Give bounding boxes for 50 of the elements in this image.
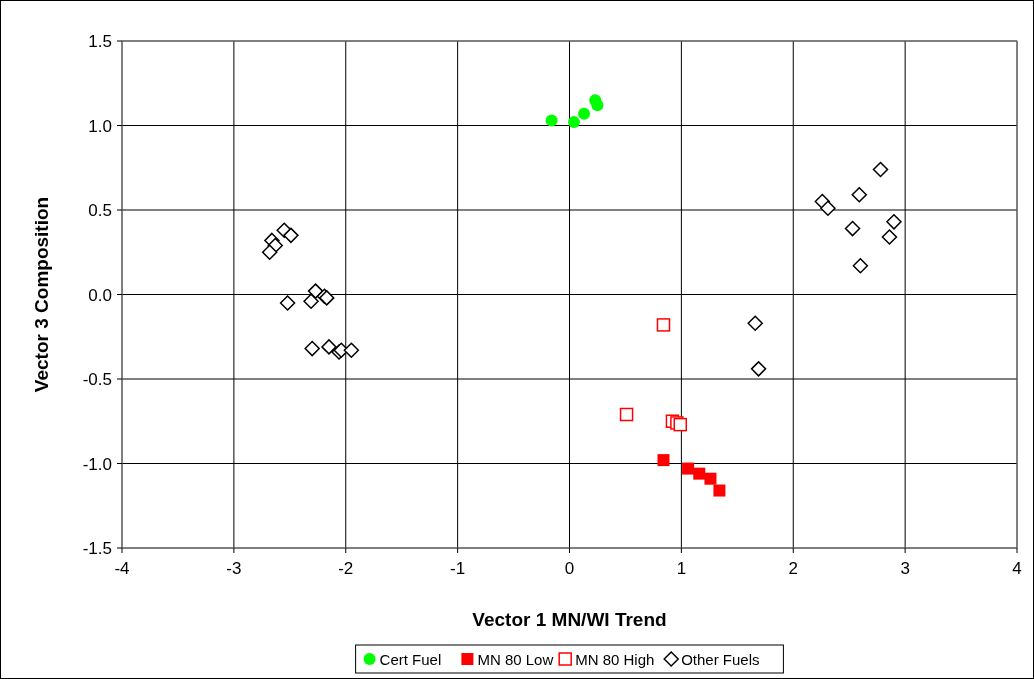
legend-label: MN 80 High <box>575 651 655 668</box>
point <box>578 107 591 120</box>
point <box>713 484 726 497</box>
point <box>343 342 360 359</box>
point <box>747 315 763 331</box>
x-tick-label: 0 <box>564 559 575 578</box>
point <box>261 244 278 260</box>
point <box>682 462 695 475</box>
x-tick-label: -1 <box>450 559 466 578</box>
x-tick-label: 3 <box>900 559 910 578</box>
point <box>304 340 320 357</box>
point <box>693 467 706 480</box>
point <box>851 187 868 203</box>
point <box>750 361 767 377</box>
point <box>881 229 898 245</box>
point <box>303 293 319 310</box>
x-tick-label: -3 <box>226 559 242 578</box>
x-tick-label: 1 <box>676 559 687 578</box>
x-tick-label: -4 <box>114 559 130 578</box>
legend-label: Cert Fuel <box>379 651 442 668</box>
y-axis-title: Vector 3 Composition <box>31 196 52 393</box>
y-tick-label: -1.0 <box>82 454 112 474</box>
point <box>591 99 604 112</box>
point <box>820 200 836 217</box>
y-tick-label: 1.5 <box>88 32 112 51</box>
point <box>704 472 717 485</box>
point <box>852 258 869 274</box>
y-tick-label: -0.5 <box>82 370 112 389</box>
point <box>545 114 558 127</box>
point <box>321 339 337 355</box>
x-axis-title: Vector 1 MN/WI Trend <box>472 609 667 630</box>
point <box>872 161 889 178</box>
point <box>279 295 296 311</box>
y-tick-label: 0.5 <box>88 201 112 220</box>
point <box>283 227 299 244</box>
point <box>656 318 671 332</box>
x-tick-label: 2 <box>788 559 798 578</box>
y-tick-label: -1.5 <box>82 539 112 558</box>
point <box>886 214 902 230</box>
y-tick-label: 1.0 <box>88 116 112 136</box>
point <box>673 417 688 432</box>
x-tick-label: -2 <box>338 559 354 578</box>
point <box>619 407 634 422</box>
x-tick-label: 4 <box>1012 559 1022 578</box>
y-tick-label: 0.0 <box>88 285 112 305</box>
point <box>844 220 861 237</box>
legend-label: MN 80 Low <box>477 651 554 668</box>
legend-label: Other Fuels <box>681 651 760 668</box>
point <box>567 116 580 129</box>
point <box>657 454 670 467</box>
